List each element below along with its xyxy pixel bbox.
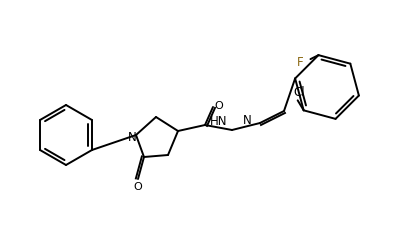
- Text: N: N: [243, 113, 251, 126]
- Text: N: N: [128, 131, 136, 144]
- Text: HN: HN: [210, 115, 227, 128]
- Text: O: O: [215, 100, 223, 110]
- Text: F: F: [297, 55, 304, 68]
- Text: O: O: [134, 181, 142, 191]
- Text: Cl: Cl: [294, 85, 305, 98]
